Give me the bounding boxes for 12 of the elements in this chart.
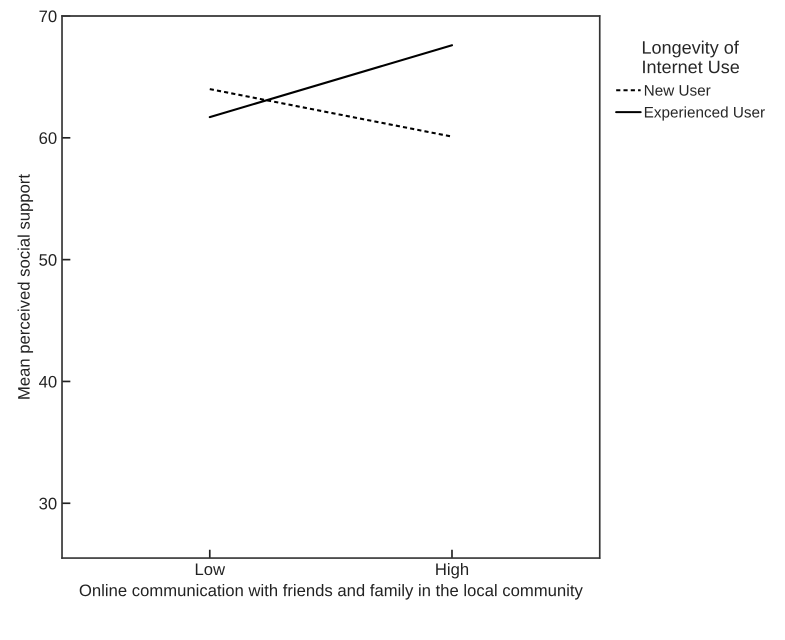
x-tick-label: High [436, 562, 468, 578]
y-tick-label: 70 [39, 10, 57, 22]
legend-label: Experienced User [644, 106, 765, 121]
legend-label: New User [644, 85, 710, 96]
y-axis-title: Mean perceived social support [18, 174, 34, 399]
y-tick-label: 30 [39, 498, 57, 510]
x-axis-title: Online communication with friends and family in the local community [80, 584, 583, 600]
x-tick-label: Low [196, 564, 226, 576]
y-tick-label: 60 [39, 132, 57, 144]
y-tick-label: 40 [39, 376, 57, 388]
legend-title: Longevity of Internet Use [642, 40, 740, 74]
y-tick-label: 50 [39, 254, 57, 266]
